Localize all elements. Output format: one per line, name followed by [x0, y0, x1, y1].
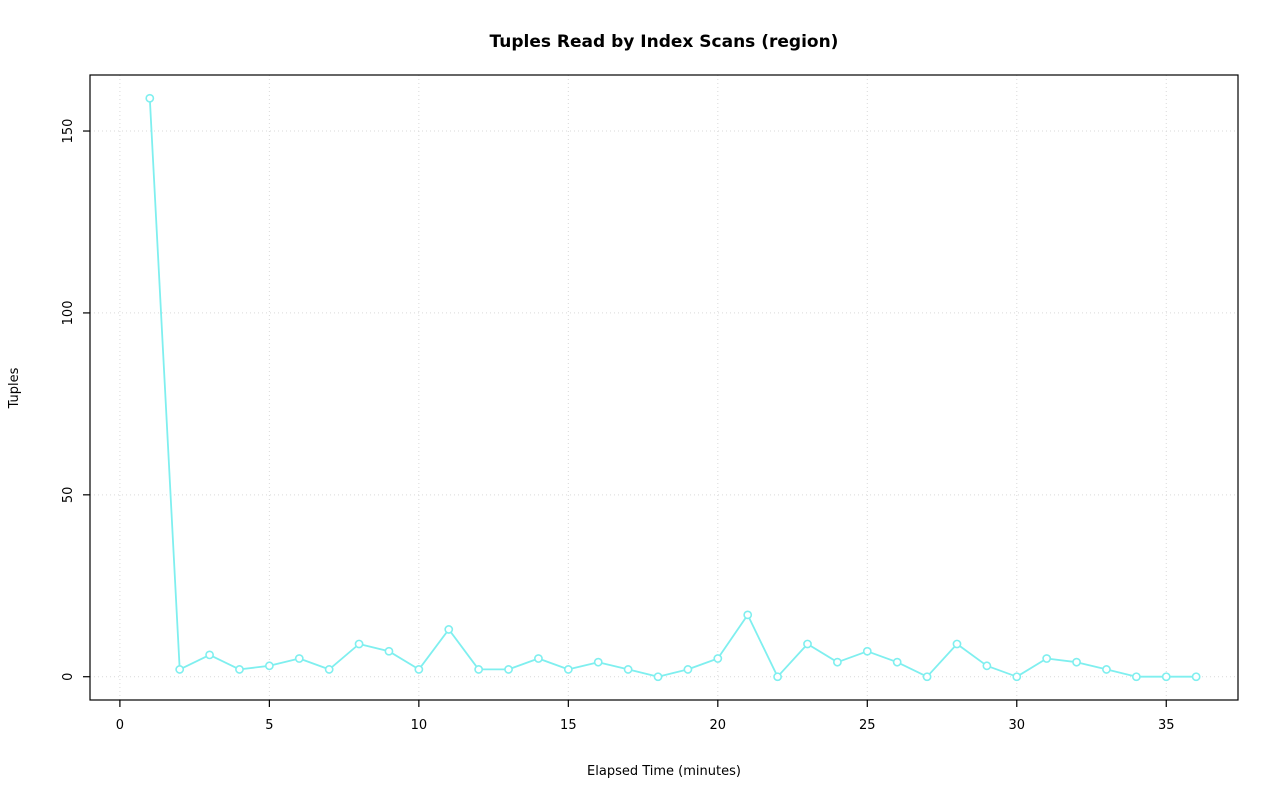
y-tick-label: 150 — [61, 119, 76, 144]
x-tick-label: 35 — [1158, 718, 1175, 733]
x-tick-label: 20 — [710, 718, 727, 733]
y-tick-label: 0 — [61, 673, 76, 681]
data-point — [1131, 672, 1141, 682]
data-point — [683, 665, 693, 674]
data-point — [862, 646, 872, 656]
data-point — [653, 672, 663, 682]
data-point — [832, 657, 842, 667]
data-point — [1042, 654, 1052, 663]
data-point — [773, 672, 783, 682]
data-point — [534, 654, 543, 663]
data-point — [294, 654, 304, 663]
data-point — [1161, 672, 1171, 682]
data-point — [803, 639, 812, 649]
x-tick-label: 15 — [560, 718, 577, 733]
y-tick-label: 100 — [61, 301, 76, 326]
x-axis-label: Elapsed Time (minutes) — [587, 764, 741, 779]
data-point — [384, 646, 394, 656]
series-line — [148, 98, 1197, 678]
data-point — [205, 650, 214, 660]
data-point — [264, 661, 274, 671]
data-point — [623, 665, 633, 674]
grid — [90, 75, 1238, 700]
x-tick-label: 30 — [1008, 718, 1025, 733]
data-point — [563, 665, 573, 674]
data-point — [504, 665, 513, 674]
data-point — [474, 665, 484, 674]
data-point — [713, 654, 723, 663]
data-point — [1012, 672, 1022, 682]
x-tick-label: 10 — [411, 718, 428, 733]
data-point — [1102, 665, 1111, 674]
data-point — [354, 639, 364, 649]
x-tick-label: 0 — [116, 718, 124, 733]
data-point — [892, 657, 902, 667]
data-point — [414, 665, 424, 674]
y-tick-label: 50 — [61, 487, 76, 504]
axis-ticks: 0 5 10 15 20 25 30 35 0 50 100 150 — [61, 119, 1175, 733]
data-point — [1072, 657, 1081, 667]
data-point — [324, 665, 334, 674]
data-point — [922, 672, 932, 682]
series-layer — [145, 93, 1201, 682]
data-point — [743, 610, 753, 620]
data-point — [952, 639, 962, 649]
data-point — [982, 661, 992, 671]
data-point — [593, 657, 603, 667]
y-axis-label: Tuples — [7, 367, 22, 409]
x-tick-label: 25 — [859, 718, 876, 733]
chart-title: Tuples Read by Index Scans (region) — [490, 32, 839, 52]
plot-border — [89, 74, 1239, 701]
data-point — [145, 93, 155, 103]
x-tick-label: 5 — [265, 718, 273, 733]
data-point — [1191, 672, 1201, 682]
data-point — [235, 665, 244, 674]
data-point — [444, 625, 454, 634]
data-point — [175, 665, 185, 674]
